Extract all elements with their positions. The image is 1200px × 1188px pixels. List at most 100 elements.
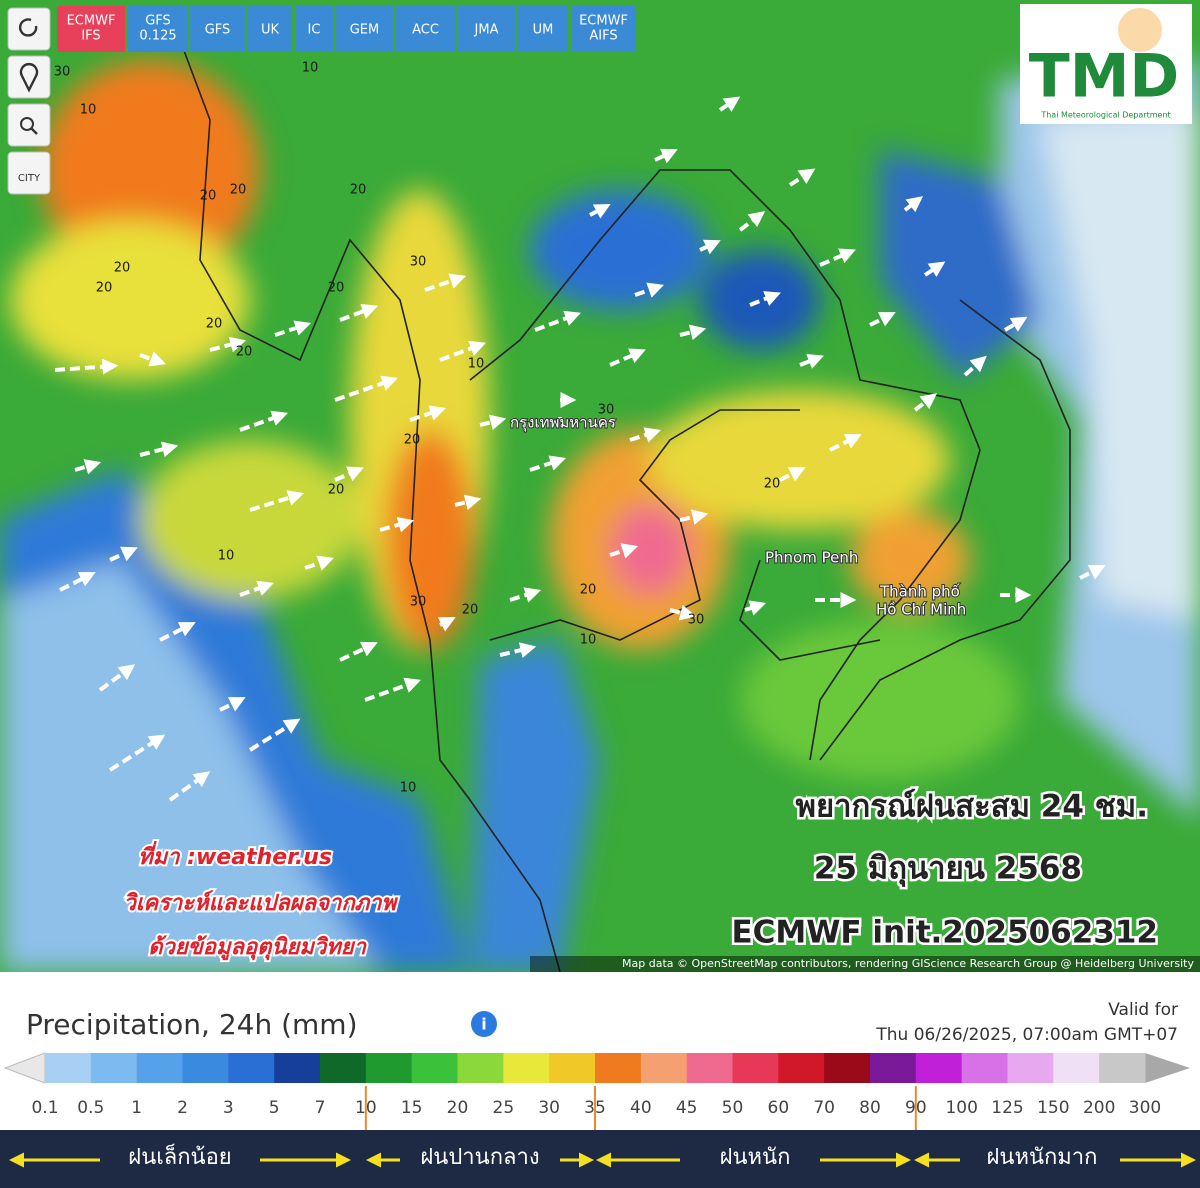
model-button[interactable] <box>396 6 455 52</box>
category-label: ฝนเล็กน้อย <box>128 1142 231 1170</box>
valid-label: Valid for <box>1108 1000 1178 1020</box>
forecast-model: ECMWF init.2025062312 <box>731 915 1158 951</box>
legend-swatch <box>961 1053 1008 1083</box>
model-button[interactable] <box>571 6 636 52</box>
contour-label: 30 <box>410 255 427 270</box>
legend-swatch <box>457 1053 504 1083</box>
attribution: Map data © OpenStreetMap contributors, r… <box>622 957 1194 970</box>
place-label: Hồ Chí Minh <box>876 601 966 619</box>
legend-tick-label: 20 <box>447 1098 469 1118</box>
map-tools: CITY <box>7 7 51 195</box>
legend-tick-label: 15 <box>401 1098 423 1118</box>
legend-tick-label: 300 <box>1129 1098 1161 1118</box>
legend-tick-label: 45 <box>676 1098 698 1118</box>
model-button-label: UM <box>533 23 554 38</box>
contour-label: 30 <box>688 613 705 628</box>
legend-swatch <box>228 1053 275 1083</box>
legend-tick-label: 0.5 <box>77 1098 104 1118</box>
credit-data: ด้วยข้อมูลอุตุนิยมวิทยา <box>148 935 367 961</box>
contour-label: 20 <box>328 483 345 498</box>
legend-tick-label: 60 <box>768 1098 790 1118</box>
model-button-label: ECMWF <box>67 14 116 29</box>
legend-tick-label: 30 <box>538 1098 560 1118</box>
legend-swatch <box>1007 1053 1054 1083</box>
legend-swatch <box>824 1053 871 1083</box>
contour-label: 10 <box>302 61 319 76</box>
model-button-label: GFS <box>205 23 231 38</box>
legend-swatch <box>549 1053 596 1083</box>
contour-label: 20 <box>350 183 367 198</box>
category-label: ฝนหนักมาก <box>987 1145 1098 1170</box>
contour-label: 10 <box>80 103 97 118</box>
model-button-label: IFS <box>81 29 100 44</box>
contour-label: 30 <box>598 403 615 418</box>
legend-swatch <box>320 1053 367 1083</box>
contour-label: 10 <box>400 781 417 796</box>
credit-analysis: วิเคราะห์และแปลผลจากภาพ <box>124 890 399 916</box>
legend-swatch <box>503 1053 550 1083</box>
category-label: ฝนหนัก <box>720 1145 791 1170</box>
model-button-label: GEM <box>350 23 380 38</box>
model-button-label: 0.125 <box>139 29 176 44</box>
legend-swatch <box>778 1053 825 1083</box>
contour-label: 20 <box>230 183 247 198</box>
svg-text:i: i <box>481 1015 486 1034</box>
contour-label: 20 <box>206 317 223 332</box>
contour-label: 20 <box>96 281 113 296</box>
legend-swatch <box>732 1053 779 1083</box>
model-button-label: AIFS <box>589 29 617 44</box>
legend-tick-label: 7 <box>315 1098 326 1118</box>
model-button[interactable] <box>295 6 333 52</box>
contour-label: 20 <box>200 189 217 204</box>
contour-label: 10 <box>468 357 485 372</box>
legend-tick-label: 125 <box>991 1098 1023 1118</box>
zoom-button[interactable] <box>7 103 51 147</box>
model-button[interactable] <box>458 6 515 52</box>
model-button[interactable] <box>518 6 568 52</box>
refresh-button[interactable] <box>7 7 51 51</box>
city-tool-label: CITY <box>18 173 41 184</box>
legend-swatch <box>595 1053 642 1083</box>
model-button[interactable] <box>128 6 188 52</box>
legend-swatch <box>45 1053 92 1083</box>
logo: TMD Thai Meteorological Department <box>1020 4 1192 124</box>
place-label: Thành phố <box>879 583 961 601</box>
forecast-date: 25 มิถุนายน 2568 <box>814 851 1082 888</box>
legend-tick-label: 150 <box>1037 1098 1069 1118</box>
location-button[interactable] <box>7 55 51 99</box>
legend-tick-label: 40 <box>630 1098 652 1118</box>
legend-swatch <box>915 1053 963 1083</box>
legend-swatch <box>411 1053 458 1083</box>
model-button-label: UK <box>261 23 280 38</box>
contour-label: 20 <box>236 345 253 360</box>
model-button-label: GFS <box>145 14 171 29</box>
category-label: ฝนปานกลาง <box>420 1145 539 1170</box>
info-icon[interactable] <box>471 1011 497 1037</box>
model-button[interactable] <box>57 6 125 52</box>
logo-subtitle: Thai Meteorological Department <box>1040 111 1170 120</box>
contour-label: 10 <box>580 633 597 648</box>
model-button[interactable] <box>336 6 393 52</box>
legend-tick-label: 1 <box>131 1098 142 1118</box>
legend-swatch <box>1099 1053 1146 1083</box>
forecast-title: พยากรณ์ฝนสะสม 24 ชม. <box>796 789 1148 825</box>
place-label: Phnom Penh <box>765 549 858 567</box>
contour-label: 20 <box>764 477 781 492</box>
model-button-label: JMA <box>474 23 499 38</box>
model-button[interactable] <box>248 6 292 52</box>
model-button-label: IC <box>308 23 321 38</box>
valid-time: Thu 06/26/2025, 07:00am GMT+07 <box>875 1025 1178 1045</box>
model-button[interactable] <box>190 6 245 52</box>
legend-swatch <box>365 1053 413 1083</box>
legend-swatch <box>274 1053 321 1083</box>
legend-tick-label: 50 <box>722 1098 744 1118</box>
credit-source: ที่มา :weather.us <box>138 840 332 870</box>
city-button[interactable] <box>7 151 51 195</box>
legend-tick-label: 80 <box>859 1098 881 1118</box>
legend-swatch <box>870 1053 917 1083</box>
contour-label: 20 <box>462 603 479 618</box>
